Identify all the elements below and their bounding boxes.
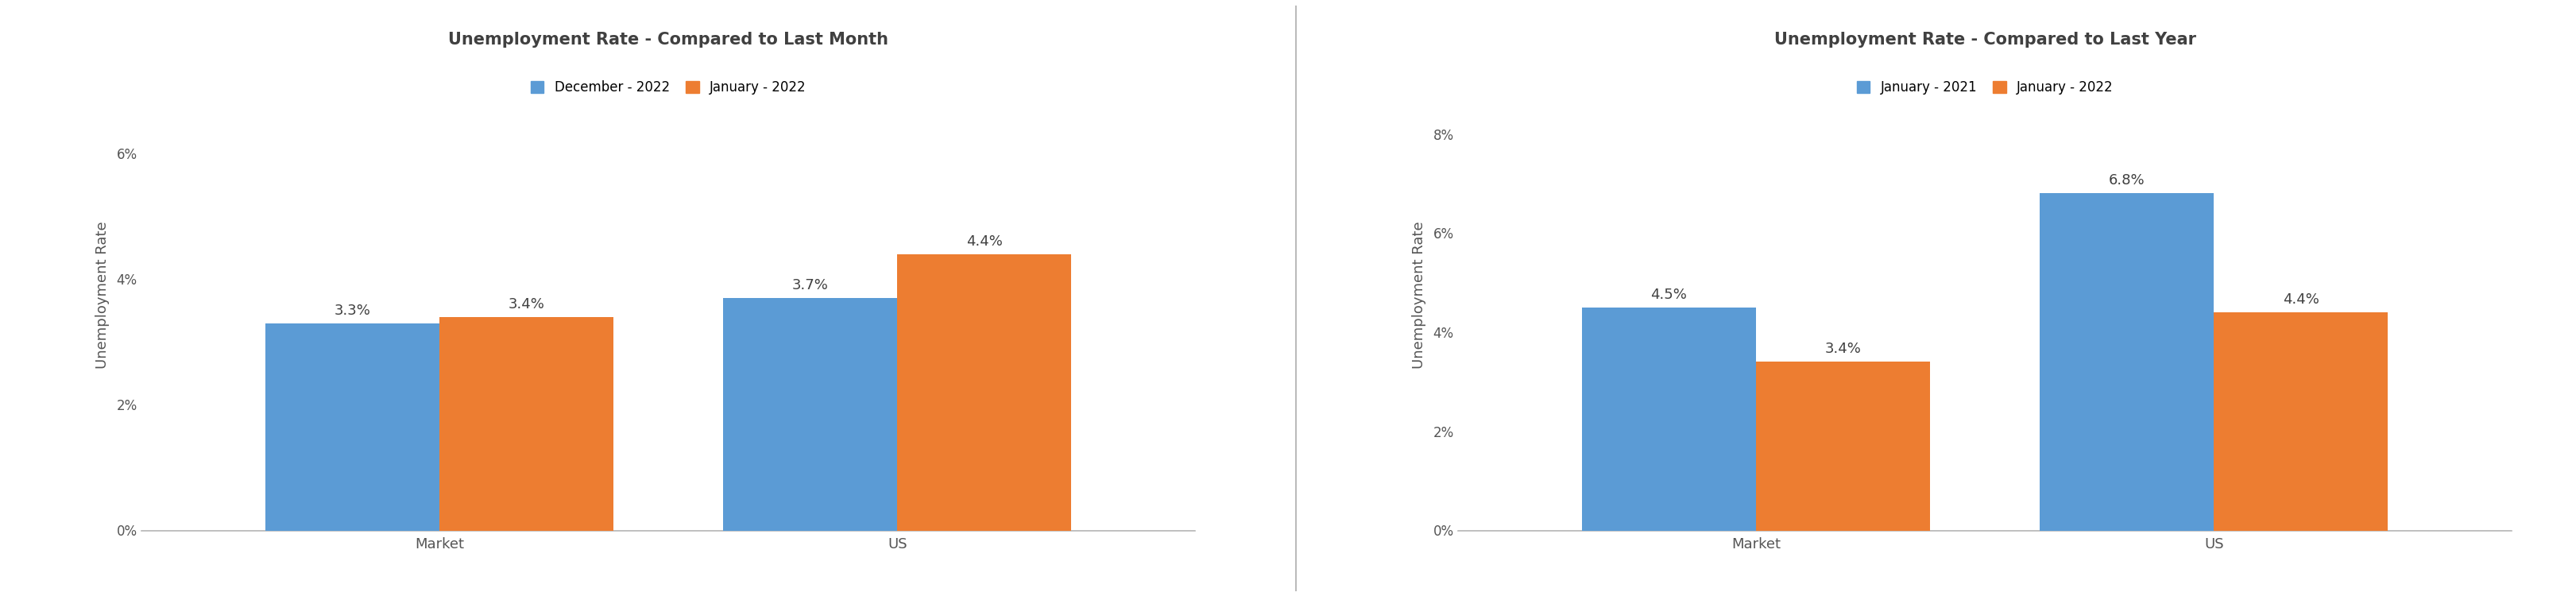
Title: Unemployment Rate - Compared to Last Month: Unemployment Rate - Compared to Last Mon… [448,32,889,47]
Text: 3.4%: 3.4% [507,297,544,311]
Text: 3.3%: 3.3% [335,303,371,318]
Legend: January - 2021, January - 2022: January - 2021, January - 2022 [1857,80,2112,95]
Text: 3.7%: 3.7% [791,278,829,293]
Bar [2040,194,2213,530]
Text: 6.8%: 6.8% [2110,173,2146,188]
Y-axis label: Unemployment Rate: Unemployment Rate [1412,221,1427,369]
Text: 4.4%: 4.4% [966,234,1002,249]
Legend: December - 2022, January - 2022: December - 2022, January - 2022 [531,80,806,95]
Bar [896,254,1072,530]
Bar [724,298,896,530]
Text: 4.4%: 4.4% [2282,293,2318,307]
Bar [2213,312,2388,530]
Text: 4.5%: 4.5% [1651,287,1687,302]
Text: 3.4%: 3.4% [1824,342,1862,356]
Bar [1757,362,1929,530]
Title: Unemployment Rate - Compared to Last Year: Unemployment Rate - Compared to Last Yea… [1775,32,2195,47]
Bar [265,323,440,530]
Bar [1582,308,1757,530]
Y-axis label: Unemployment Rate: Unemployment Rate [95,221,111,369]
Bar [440,317,613,530]
